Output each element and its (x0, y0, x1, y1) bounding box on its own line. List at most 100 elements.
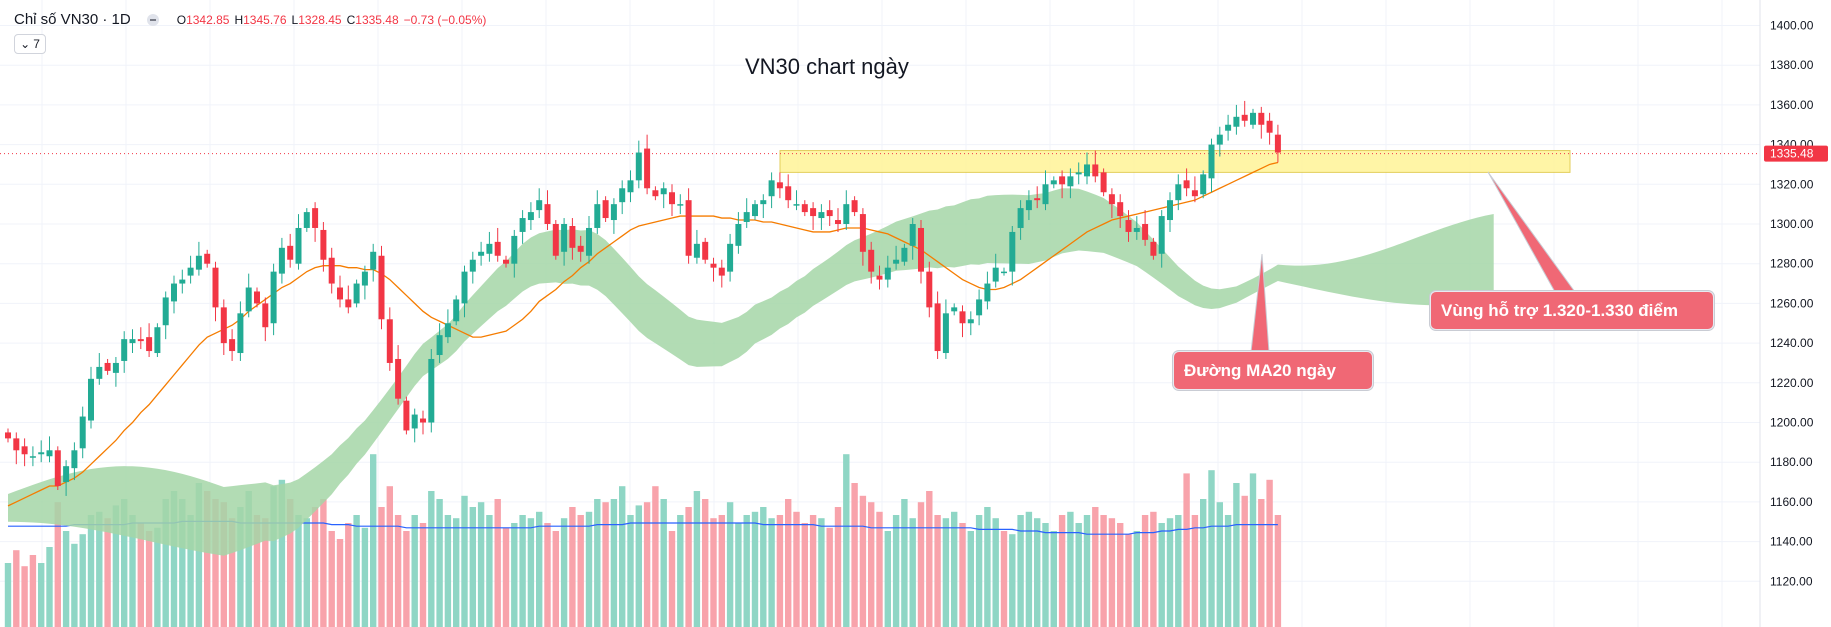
candle-body (63, 466, 70, 483)
candle (594, 190, 601, 234)
candle (1100, 168, 1107, 197)
volume-bar (751, 511, 759, 627)
support-zone-callout[interactable]: Vùng hỗ trợ 1.320-1.330 điểm (1430, 291, 1714, 330)
volume-bar (627, 515, 634, 627)
candle (627, 170, 634, 203)
ma20-line (7, 161, 1279, 507)
candle (29, 446, 36, 467)
candle-body (1017, 208, 1024, 228)
candle-body (702, 241, 709, 260)
candle-body (727, 243, 734, 272)
candle-body (71, 450, 78, 469)
volume-bar (1233, 483, 1240, 627)
support-zone-callout-text: Vùng hỗ trợ 1.320-1.330 điểm (1441, 300, 1678, 320)
candle-body (154, 327, 161, 354)
low-value: 1328.45 (298, 12, 342, 27)
candle (586, 216, 592, 264)
volume-bar (834, 507, 842, 627)
candle-body (776, 182, 783, 189)
volume-bar (204, 491, 211, 627)
candle-body (909, 224, 916, 246)
candle-body (669, 192, 675, 205)
volume-bar (228, 518, 236, 627)
price-axis-bg (1760, 0, 1831, 627)
candle-body (660, 188, 667, 195)
candle-body (561, 224, 568, 252)
candle (511, 229, 518, 278)
volume-bar (1092, 507, 1099, 627)
candle-body (942, 313, 949, 354)
volume-bar (245, 491, 252, 627)
volume-bar (536, 511, 543, 627)
candle (444, 309, 451, 344)
candle-body (1250, 112, 1256, 125)
price-tick-label: 1240.00 (1770, 336, 1814, 350)
volume-bar (552, 531, 559, 627)
candle-body (46, 450, 53, 457)
candle (453, 295, 460, 326)
volume-bar (361, 527, 369, 627)
candle-body (54, 450, 61, 487)
candle (835, 208, 841, 232)
volume-bar (577, 515, 584, 627)
candle (851, 196, 858, 217)
volume-bar (170, 491, 178, 627)
candle (702, 237, 709, 264)
candle-body (345, 299, 352, 308)
candle (370, 243, 377, 282)
candle (220, 299, 227, 356)
candle-body (569, 225, 576, 248)
volume-bar (984, 507, 991, 627)
volume-bar (818, 518, 825, 627)
candle (1274, 124, 1281, 163)
candle (137, 327, 144, 350)
volume-bar (1258, 499, 1265, 627)
volume-bar (951, 511, 958, 627)
candle (527, 202, 534, 230)
candle (843, 190, 850, 230)
volume-bar (909, 518, 916, 627)
candle (254, 287, 260, 308)
candle (1250, 108, 1256, 129)
symbol-name[interactable]: Chỉ số VN30 · 1D (14, 11, 131, 28)
candle-body (312, 208, 319, 228)
volume-bar (87, 515, 95, 627)
candle (1017, 200, 1024, 240)
volume-bar (710, 518, 717, 627)
candle-body (586, 227, 592, 256)
volume-bar (129, 515, 136, 627)
volume-bar (1067, 511, 1074, 627)
candle-body (386, 319, 393, 363)
volume-bar (311, 507, 319, 627)
candle (959, 305, 966, 338)
volume-bar (635, 505, 642, 627)
candle-body (295, 227, 302, 264)
candle (1258, 106, 1265, 139)
candle (71, 442, 78, 481)
ma20-callout[interactable]: Đường MA20 ngày (1173, 351, 1373, 390)
minus-icon[interactable] (146, 13, 159, 26)
candle (146, 323, 153, 357)
volume-bar (685, 507, 692, 627)
volume-bar (809, 515, 817, 627)
candle (1009, 225, 1016, 286)
candle (1050, 176, 1057, 189)
volume-bar (461, 495, 468, 627)
candle (1150, 237, 1157, 260)
volume-bar (21, 566, 28, 627)
volume-bar (79, 534, 86, 627)
candle-body (96, 366, 103, 379)
candle (54, 446, 61, 490)
candle (46, 436, 53, 463)
candle-body (976, 299, 983, 316)
volume-bars (4, 454, 1282, 627)
price-tick-label: 1320.00 (1770, 177, 1814, 191)
volume-bar (1042, 523, 1049, 627)
candle (984, 271, 991, 310)
candle (1225, 114, 1232, 141)
volume-bar (1050, 531, 1057, 627)
indicators-collapse-button[interactable]: ⌄ 7 (14, 34, 46, 54)
volume-bar (253, 515, 261, 627)
